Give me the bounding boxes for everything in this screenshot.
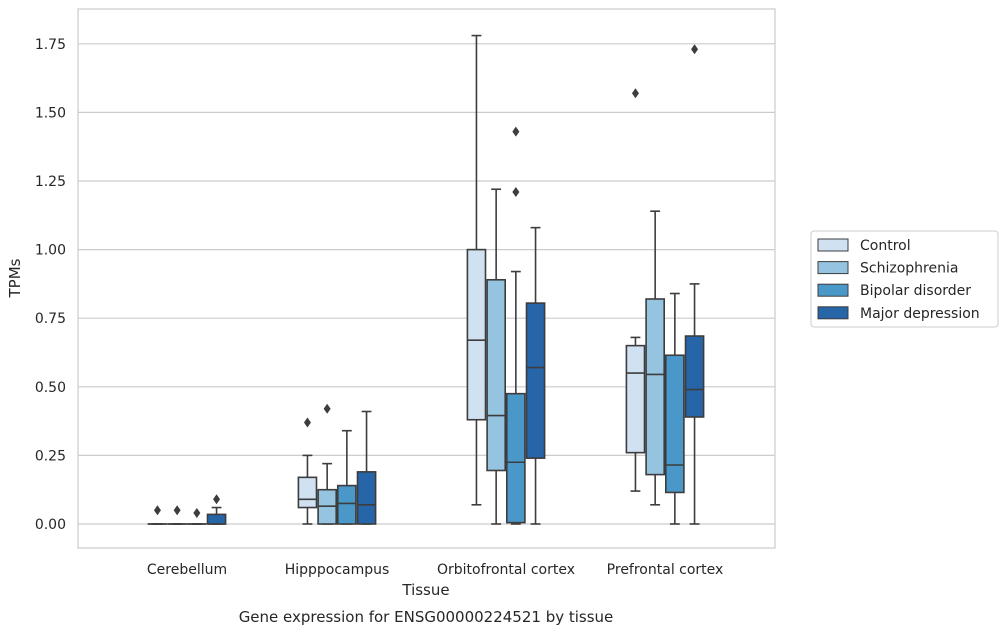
box-iqr <box>356 471 377 525</box>
y-tick-label: 1.00 <box>35 243 66 259</box>
box-group <box>505 126 526 525</box>
box-series <box>147 34 705 525</box>
box-group <box>664 292 685 525</box>
outlier-point <box>512 126 520 137</box>
legend-items: Control Schizophrenia Bipolar disorder Majo… <box>817 238 980 322</box>
legend-label: Major depression <box>860 306 980 322</box>
y-axis-ticks: 0.00 0.25 0.50 0.75 1.00 1.25 1.50 1.75 <box>35 37 66 533</box>
y-tick-label: 1.25 <box>35 174 66 190</box>
legend-label: Control <box>860 238 911 254</box>
y-tick-label: 1.50 <box>35 105 66 121</box>
box-group <box>187 508 207 525</box>
box-group <box>336 429 357 525</box>
outlier-point <box>173 505 181 516</box>
y-tick-label: 0.25 <box>35 448 66 464</box>
box-group <box>317 403 338 525</box>
box-iqr <box>625 344 646 454</box>
box-group <box>466 34 487 506</box>
outlier-point <box>631 88 639 99</box>
outlier-point <box>512 186 520 197</box>
outlier-point <box>303 417 311 428</box>
outlier-point <box>153 505 161 516</box>
box-iqr <box>486 278 507 472</box>
box-iqr <box>664 354 685 494</box>
x-tick-label: Orbitofrontal cortex <box>437 562 575 578</box>
box-iqr <box>336 484 357 525</box>
x-axis-label: Tissue <box>401 581 449 599</box>
outlier-point <box>213 494 221 505</box>
box-group <box>147 505 168 525</box>
box-group <box>525 226 546 525</box>
x-axis-ticks: Cerebellum Hipppocampus Orbitofrontal cort… <box>147 562 723 578</box>
box-group <box>356 410 377 525</box>
x-tick-label: Hipppocampus <box>285 562 390 578</box>
gridlines <box>78 43 775 525</box>
outlier-point <box>691 44 699 55</box>
y-tick-label: 0.00 <box>35 517 66 533</box>
outlier-point <box>193 508 201 519</box>
y-tick-label: 1.75 <box>35 37 66 53</box>
box-group <box>206 494 227 525</box>
y-axis-label: TPMs <box>6 258 24 298</box>
legend-swatch <box>817 238 849 252</box>
legend-label: Bipolar disorder <box>860 283 971 299</box>
box-iqr <box>466 248 487 421</box>
y-tick-label: 0.50 <box>35 380 66 396</box>
x-tick-label: Prefrontal cortex <box>607 562 724 578</box>
legend-frame <box>810 230 999 328</box>
legend-swatch <box>817 283 849 297</box>
legend-swatch <box>817 261 849 275</box>
box-group <box>297 417 318 525</box>
legend-swatch <box>817 306 849 320</box>
legend: Control Schizophrenia Bipolar disorder Majo… <box>810 230 999 328</box>
box-group <box>625 88 646 492</box>
box-iqr <box>297 476 318 509</box>
box-group <box>486 188 507 525</box>
legend-label: Schizophrenia <box>860 261 958 277</box>
box-group <box>684 44 705 525</box>
outlier-point <box>323 403 331 414</box>
box-iqr <box>206 513 227 525</box>
box-group <box>645 210 665 506</box>
chart-caption: Gene expression for ENSG00000224521 by t… <box>239 608 614 626</box>
box-iqr <box>645 298 665 476</box>
y-tick-label: 0.75 <box>35 311 66 327</box>
box-iqr <box>525 302 546 459</box>
plot-frame <box>77 8 776 549</box>
box-iqr <box>684 335 705 418</box>
x-tick-label: Cerebellum <box>147 562 227 578</box>
box-iqr <box>505 392 526 524</box>
box-group <box>167 505 188 525</box>
